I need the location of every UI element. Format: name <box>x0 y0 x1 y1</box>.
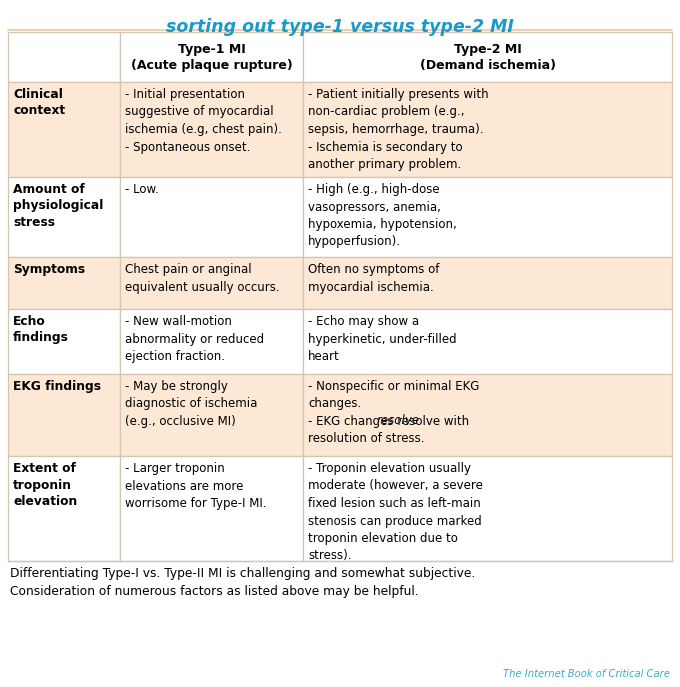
Text: - Low.: - Low. <box>125 183 158 196</box>
Text: - Troponin elevation usually
moderate (however, a severe
fixed lesion such as le: - Troponin elevation usually moderate (h… <box>308 462 483 563</box>
Text: - Larger troponin
elevations are more
worrisome for Type-I MI.: - Larger troponin elevations are more wo… <box>125 462 267 510</box>
Text: Clinical
context: Clinical context <box>13 88 65 117</box>
Text: - Echo may show a
hyperkinetic, under-filled
heart: - Echo may show a hyperkinetic, under-fi… <box>308 315 457 363</box>
Bar <box>8 177 120 257</box>
Text: Chest pain or anginal
equivalent usually occurs.: Chest pain or anginal equivalent usually… <box>125 263 279 293</box>
Bar <box>8 309 120 374</box>
Text: sorting out type-1 versus type-2 MI: sorting out type-1 versus type-2 MI <box>166 18 514 36</box>
Text: EKG findings: EKG findings <box>13 380 101 393</box>
Bar <box>120 32 303 82</box>
Bar <box>303 257 672 309</box>
Text: resolve: resolve <box>377 414 420 427</box>
Text: Extent of
troponin
elevation: Extent of troponin elevation <box>13 462 78 508</box>
Text: - Nonspecific or minimal EKG
changes.
- EKG changes resolve with
resolution of s: - Nonspecific or minimal EKG changes. - … <box>308 380 479 445</box>
Bar <box>120 309 303 374</box>
Text: Type-2 MI
(Demand ischemia): Type-2 MI (Demand ischemia) <box>420 43 556 71</box>
Text: - Initial presentation
suggestive of myocardial
ischemia (e.g, chest pain).
- Sp: - Initial presentation suggestive of myo… <box>125 88 282 153</box>
Text: resolve: resolve <box>377 414 420 427</box>
Bar <box>120 374 303 456</box>
Bar <box>120 177 303 257</box>
Text: Differentiating Type-I vs. Type-II MI is challenging and somewhat subjective.
Co: Differentiating Type-I vs. Type-II MI is… <box>10 567 475 598</box>
Bar <box>120 257 303 309</box>
Text: Symptoms: Symptoms <box>13 263 85 276</box>
Bar <box>8 82 120 177</box>
Bar <box>8 374 120 456</box>
Bar <box>303 32 672 82</box>
Text: Echo
findings: Echo findings <box>13 315 69 344</box>
Bar <box>303 309 672 374</box>
Bar <box>8 456 120 561</box>
Text: The Internet Book of Critical Care: The Internet Book of Critical Care <box>503 669 670 679</box>
Text: Often no symptoms of
myocardial ischemia.: Often no symptoms of myocardial ischemia… <box>308 263 439 293</box>
Text: Type-1 MI
(Acute plaque rupture): Type-1 MI (Acute plaque rupture) <box>131 43 292 71</box>
Bar <box>8 32 120 82</box>
Bar <box>303 177 672 257</box>
Bar <box>120 82 303 177</box>
Text: Amount of
physiological
stress: Amount of physiological stress <box>13 183 103 229</box>
Text: - New wall-motion
abnormality or reduced
ejection fraction.: - New wall-motion abnormality or reduced… <box>125 315 264 363</box>
Bar <box>8 257 120 309</box>
Bar <box>303 82 672 177</box>
Text: - May be strongly
diagnostic of ischemia
(e.g., occlusive MI): - May be strongly diagnostic of ischemia… <box>125 380 257 428</box>
Text: - Patient initially presents with
non-cardiac problem (e.g.,
sepsis, hemorrhage,: - Patient initially presents with non-ca… <box>308 88 489 171</box>
Bar <box>120 456 303 561</box>
Text: - High (e.g., high-dose
vasopressors, anemia,
hypoxemia, hypotension,
hypoperfus: - High (e.g., high-dose vasopressors, an… <box>308 183 457 249</box>
Bar <box>303 374 672 456</box>
Bar <box>303 456 672 561</box>
